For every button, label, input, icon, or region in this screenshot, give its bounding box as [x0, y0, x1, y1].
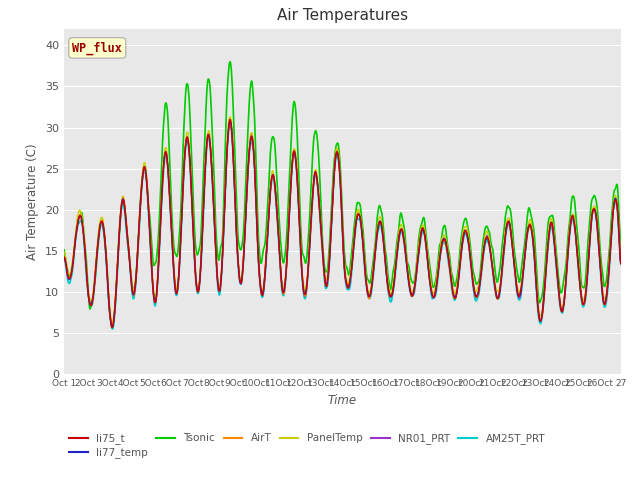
AM25T_PRT — [227, 121, 234, 127]
li77_temp — [525, 224, 532, 229]
li75_t — [227, 117, 234, 122]
li77_temp — [424, 257, 431, 263]
Line: AM25T_PRT: AM25T_PRT — [64, 124, 621, 329]
NR01_PRT — [525, 224, 532, 229]
li77_temp — [617, 261, 625, 266]
AirT — [369, 277, 376, 283]
Tsonic — [525, 206, 532, 212]
Tsonic — [227, 59, 234, 65]
PanelTemp — [282, 269, 290, 275]
NR01_PRT — [108, 324, 116, 330]
Line: AirT: AirT — [64, 120, 621, 324]
AM25T_PRT — [580, 301, 588, 307]
Text: WP_flux: WP_flux — [72, 41, 122, 55]
li77_temp — [580, 299, 588, 304]
PanelTemp — [617, 255, 625, 261]
Line: li77_temp: li77_temp — [64, 121, 621, 326]
Tsonic — [617, 241, 625, 247]
li75_t — [108, 325, 116, 331]
AM25T_PRT — [540, 305, 547, 311]
li77_temp — [227, 119, 234, 124]
NR01_PRT — [540, 304, 547, 310]
Line: NR01_PRT: NR01_PRT — [64, 122, 621, 327]
Line: Tsonic: Tsonic — [64, 62, 621, 324]
NR01_PRT — [60, 254, 68, 260]
AM25T_PRT — [525, 226, 532, 232]
AirT — [227, 117, 234, 122]
Tsonic — [540, 286, 547, 291]
PanelTemp — [540, 300, 547, 306]
PanelTemp — [525, 221, 532, 227]
li75_t — [525, 225, 532, 231]
NR01_PRT — [282, 271, 290, 276]
X-axis label: Time: Time — [328, 394, 357, 407]
li75_t — [282, 272, 290, 278]
PanelTemp — [424, 251, 431, 257]
AirT — [525, 226, 532, 232]
AirT — [60, 254, 68, 260]
li77_temp — [60, 256, 68, 262]
Tsonic — [60, 247, 68, 253]
Title: Air Temperatures: Air Temperatures — [277, 9, 408, 24]
NR01_PRT — [369, 276, 376, 282]
Line: li75_t: li75_t — [64, 120, 621, 328]
NR01_PRT — [617, 261, 625, 266]
li77_temp — [108, 324, 116, 329]
li75_t — [540, 304, 547, 310]
li77_temp — [540, 302, 547, 308]
PanelTemp — [60, 249, 68, 255]
AirT — [108, 321, 116, 327]
Tsonic — [282, 243, 290, 249]
AM25T_PRT — [109, 326, 116, 332]
Tsonic — [369, 263, 376, 269]
AirT — [424, 255, 431, 261]
li77_temp — [282, 272, 290, 277]
NR01_PRT — [580, 299, 588, 304]
Tsonic — [424, 246, 431, 252]
PanelTemp — [580, 294, 588, 300]
li75_t — [617, 261, 625, 266]
AirT — [580, 300, 588, 306]
AirT — [617, 261, 625, 267]
li75_t — [424, 255, 431, 261]
AirT — [540, 305, 547, 311]
Tsonic — [580, 284, 588, 289]
AM25T_PRT — [617, 261, 625, 267]
AM25T_PRT — [369, 279, 376, 285]
NR01_PRT — [424, 255, 431, 261]
AM25T_PRT — [282, 273, 290, 278]
NR01_PRT — [227, 119, 234, 125]
AM25T_PRT — [60, 257, 68, 263]
Legend: li75_t, li77_temp, Tsonic, AirT, PanelTemp, NR01_PRT, AM25T_PRT: li75_t, li77_temp, Tsonic, AirT, PanelTe… — [69, 433, 545, 458]
AM25T_PRT — [424, 257, 431, 263]
AirT — [282, 272, 290, 277]
PanelTemp — [108, 320, 116, 326]
li77_temp — [369, 276, 376, 282]
Tsonic — [108, 321, 116, 327]
li75_t — [369, 276, 376, 282]
li75_t — [60, 254, 68, 260]
Line: PanelTemp: PanelTemp — [64, 117, 621, 323]
PanelTemp — [369, 272, 376, 277]
li75_t — [580, 298, 588, 304]
PanelTemp — [227, 114, 234, 120]
Y-axis label: Air Temperature (C): Air Temperature (C) — [26, 144, 40, 260]
